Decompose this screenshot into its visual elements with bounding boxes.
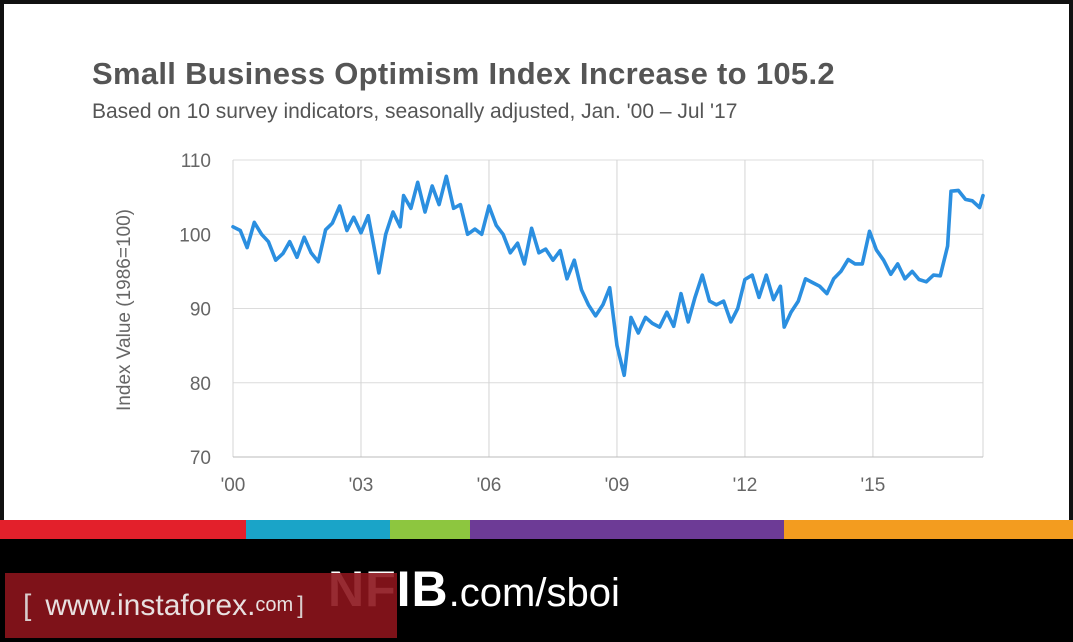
watermark-text: www.instaforex. [45,588,256,622]
band-segment [784,520,1073,539]
chart-card [14,14,1054,520]
line-chart: 70 80 90 100 110 '00 '03 '06 '09 '12 '15 Index Va… [114,151,985,496]
watermark-close-bracket: ] [297,591,304,619]
x-tick-label: '12 [733,475,758,496]
series-group [231,174,985,378]
y-tick-label: 80 [190,374,211,395]
chart-grid [232,159,984,458]
y-axis-ticks: 70 80 90 100 110 [179,151,211,469]
color-band [0,520,1073,539]
x-tick-label: '09 [605,475,630,496]
y-tick-label: 90 [190,300,211,321]
band-segment [470,520,784,539]
watermark-com: com [255,594,294,616]
chart-subtitle: Based on 10 survey indicators, seasonall… [92,100,738,123]
chart-title: Small Business Optimism Index Increase t… [92,56,835,91]
watermark-open-bracket: [ [23,588,32,622]
x-tick-label: '00 [221,475,246,496]
band-segment [246,520,390,539]
band-segment [390,520,470,539]
y-tick-label: 70 [190,448,211,469]
y-tick-label: 110 [181,151,211,172]
x-axis-ticks: '00 '03 '06 '09 '12 '15 [221,475,886,496]
y-axis-label: Index Value (1986=100) [114,209,135,411]
band-segment [0,520,246,539]
watermark-instaforex: [ www.instaforex. com ] [5,573,397,638]
brand-url: .com/sboi [448,571,620,615]
y-tick-label: 100 [179,225,211,246]
x-tick-label: '15 [861,475,886,496]
x-tick-label: '03 [349,475,374,496]
series-line [231,174,985,378]
x-tick-label: '06 [477,475,502,496]
